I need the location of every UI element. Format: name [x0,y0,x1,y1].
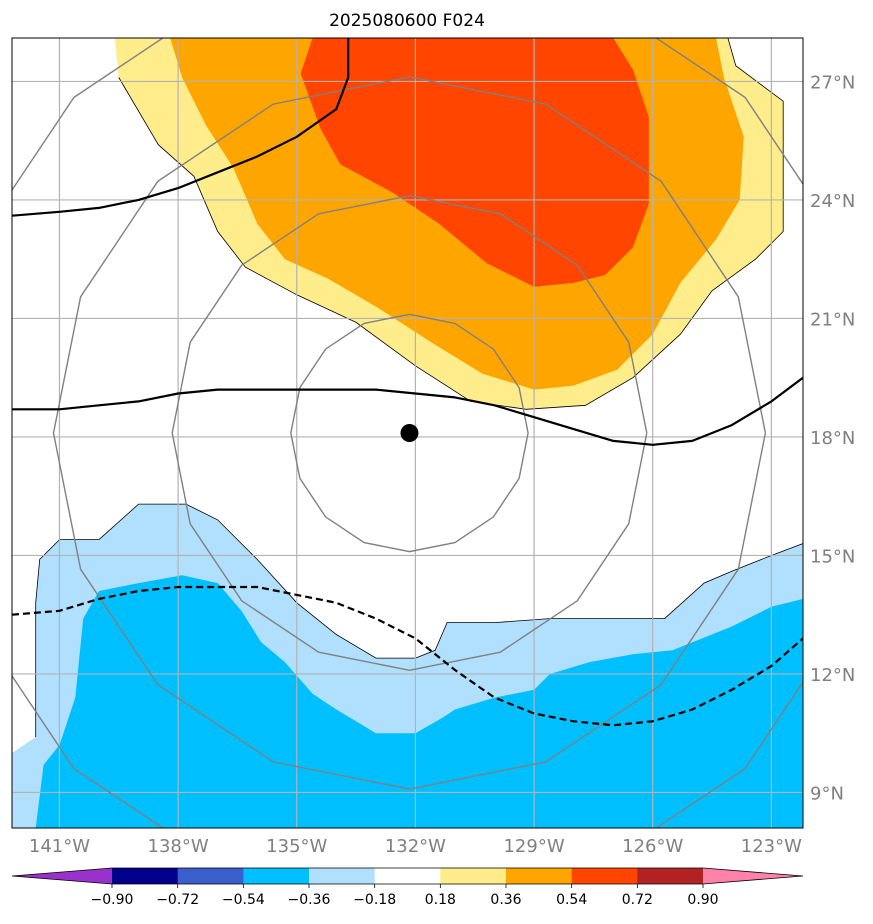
lon-tick-label: 126°W [622,836,683,857]
range-ring [290,313,529,553]
region-boundary-0 [114,38,784,410]
contour-dashed [12,585,803,727]
colorbar-segment [637,868,704,884]
colorbar-tick-label: 0.18 [425,892,456,908]
colorbar-extend-high [703,868,803,884]
contour-solid [12,376,803,446]
colorbar-tick-label: −0.18 [353,892,396,908]
lon-tick-label: 138°W [148,836,209,857]
lon-tick-label: 135°W [266,836,327,857]
range-ring [171,194,648,672]
lat-tick-label: 18°N [810,428,855,449]
lon-tick-label: 123°W [741,836,802,857]
colorbar-segment [506,868,573,884]
colorbar-tick-label: 0.54 [556,892,587,908]
lon-tick-label: 132°W [385,836,446,857]
colorbar: −0.90 −0.72 −0.54 −0.36 −0.18 0.18 0.36 0.54 0.7… [11,867,804,908]
colorbar-segment [571,868,638,884]
storm-center-marker [400,424,419,442]
contour-lines [12,38,803,727]
lat-tick-label: 27°N [810,72,855,93]
colorbar-tick-label: −0.54 [222,892,265,908]
colorbar-segment [177,868,244,884]
colorbar-extend-low [12,868,112,884]
lat-tick-label: 12°N [810,665,855,686]
lat-tick-label: 15°N [810,546,855,567]
colorbar-tick-label: 0.72 [622,892,653,908]
map-frame [11,37,804,829]
colorbar-segment [374,868,441,884]
colorbar-segment [112,868,179,884]
filled-region-2 [300,38,649,287]
filled-contours [12,38,803,828]
colorbar-segment [309,868,376,884]
filled-region-4 [35,575,803,828]
chart-title: 2025080600 F024 [329,11,485,31]
longitude-labels: 141°W 138°W 135°W 132°W 129°W 126°W 123°W [29,836,802,857]
colorbar-tick-label: −0.72 [156,892,199,908]
contour-solid [12,38,350,217]
colorbar-segment [243,868,310,884]
lat-tick-label: 9°N [810,783,844,804]
lon-tick-label: 129°W [503,836,564,857]
lat-tick-label: 21°N [810,309,855,330]
latitude-labels: 27°N 24°N 21°N 18°N 15°N 12°N 9°N [810,72,855,804]
colorbar-tick-label: 0.90 [687,892,718,908]
range-ring [52,76,767,790]
colorbar-segment [440,868,507,884]
lat-tick-label: 24°N [810,191,855,212]
lon-tick-label: 141°W [29,836,90,857]
colorbar-tick-label: 0.36 [490,892,521,908]
colorbar-tick-label: −0.36 [288,892,331,908]
colorbar-tick-label: −0.90 [91,892,134,908]
gridlines [12,38,803,828]
